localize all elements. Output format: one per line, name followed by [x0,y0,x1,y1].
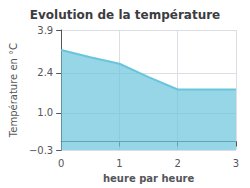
svg-text:Evolution de la température: Evolution de la température [30,8,221,22]
svg-text:3.9: 3.9 [37,25,53,36]
svg-text:heure par heure: heure par heure [103,173,194,184]
svg-text:0: 0 [58,158,64,169]
svg-text:−0.3: −0.3 [29,145,53,156]
svg-text:2: 2 [175,158,181,169]
svg-text:3: 3 [233,158,239,169]
svg-text:Température en °C: Température en °C [8,43,19,138]
svg-text:2.4: 2.4 [37,67,53,78]
svg-text:1.0: 1.0 [37,107,53,118]
svg-text:1: 1 [116,158,122,169]
